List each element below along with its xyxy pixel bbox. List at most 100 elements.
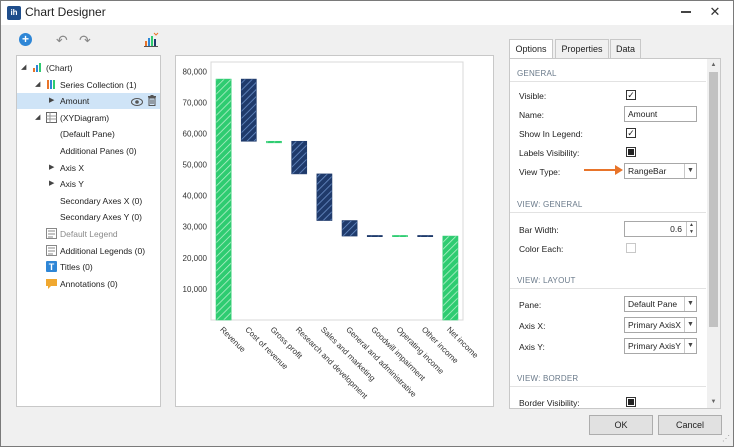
- resize-grip-icon[interactable]: ⋰: [722, 434, 730, 443]
- chevron-down-icon: ▼: [684, 297, 696, 311]
- titles-icon: T: [46, 261, 57, 273]
- tree-item[interactable]: ◢ Series Collection (1): [17, 77, 160, 93]
- chart-wizard-icon[interactable]: [143, 32, 159, 48]
- redo-icon[interactable]: ↷: [79, 32, 91, 48]
- tree-item-label: Secondary Axes Y (0): [60, 212, 142, 223]
- bar-width-label: Bar Width:: [519, 225, 559, 235]
- tree-item-label: Axis Y: [60, 179, 84, 190]
- view-type-value: RangeBar: [628, 166, 667, 176]
- tree-item[interactable]: (Default Pane): [17, 126, 160, 142]
- chart-bar[interactable]: [240, 78, 257, 142]
- show-in-legend-label: Show In Legend:: [519, 129, 583, 139]
- collapse-arrow-icon[interactable]: ◢: [21, 64, 27, 71]
- chart-bar[interactable]: [316, 173, 333, 221]
- tree-item[interactable]: T Titles (0): [17, 259, 160, 275]
- tree-item[interactable]: Additional Panes (0): [17, 143, 160, 159]
- chart-bar[interactable]: [266, 140, 282, 144]
- view-type-select[interactable]: RangeBar ▼: [624, 163, 697, 179]
- border-visibility-label: Border Visibility:: [519, 398, 580, 408]
- chevron-down-icon: ▼: [684, 164, 696, 178]
- tree-item-label: Default Legend: [60, 229, 118, 239]
- vertical-scrollbar[interactable]: ▲ ▼: [707, 59, 720, 408]
- section-divider: [510, 386, 706, 387]
- tab-properties[interactable]: Properties: [555, 39, 609, 58]
- close-button[interactable]: ✕: [709, 4, 721, 19]
- spin-arrows-icon[interactable]: ▲ ▼: [686, 222, 696, 236]
- visible-checkbox[interactable]: ✓: [626, 90, 636, 100]
- chart-bar[interactable]: [366, 235, 383, 237]
- add-element-button[interactable]: +: [19, 33, 32, 46]
- minimize-button[interactable]: [681, 7, 693, 17]
- collapse-arrow-icon[interactable]: ◢: [35, 80, 41, 88]
- chart-bar[interactable]: [442, 235, 459, 321]
- tree-item[interactable]: Annotations (0): [17, 276, 160, 292]
- scrollbar-thumb[interactable]: [709, 72, 718, 327]
- name-label: Name:: [519, 110, 545, 120]
- delete-icon[interactable]: [147, 95, 157, 107]
- tree-item-label: (Chart): [46, 63, 73, 73]
- tree-item[interactable]: ◢ (XYDiagram): [17, 110, 160, 126]
- color-each-checkbox[interactable]: [626, 243, 636, 253]
- axis-x-select[interactable]: Primary AxisX ▼: [624, 317, 697, 333]
- expand-arrow-icon[interactable]: ▶: [49, 97, 55, 105]
- tree-item-label: (XYDiagram): [60, 112, 110, 123]
- border-visibility-checkbox[interactable]: [626, 397, 636, 407]
- chart-bar[interactable]: [392, 235, 408, 237]
- labels-visibility-label: Labels Visibility:: [519, 148, 580, 158]
- tree-item[interactable]: Additional Legends (0): [17, 243, 160, 259]
- legend-icon: [46, 228, 57, 239]
- chart-bar[interactable]: [291, 140, 308, 175]
- tree-item-label: Axis X: [60, 162, 85, 173]
- tree-item[interactable]: ◢ (Chart): [17, 60, 160, 76]
- tab-options[interactable]: Options: [509, 39, 553, 59]
- cancel-button[interactable]: Cancel: [658, 415, 722, 435]
- ok-button[interactable]: OK: [589, 415, 653, 435]
- annotation-icon: [46, 278, 57, 289]
- chart-structure-tree: ◢ (Chart) ◢ Series Collection (1) ▶ Amount ◢ (X…: [16, 55, 161, 407]
- y-tick-label: 40,000: [183, 192, 208, 201]
- visibility-eye-icon[interactable]: [131, 96, 143, 107]
- toolbar: + ↶ ↷: [1, 26, 501, 54]
- tree-item[interactable]: Secondary Axes Y (0): [17, 209, 160, 225]
- chart-bar[interactable]: [215, 78, 232, 321]
- tree-item[interactable]: ▶ Amount: [17, 93, 160, 110]
- scroll-down-icon[interactable]: ▼: [710, 399, 717, 405]
- tree-item-label: Amount: [60, 96, 90, 107]
- tree-item[interactable]: ▶ Axis X: [17, 160, 160, 176]
- tree-item[interactable]: Secondary Axes X (0): [17, 193, 160, 209]
- expand-arrow-icon[interactable]: ▶: [49, 163, 55, 171]
- highlight-arrow-icon: [584, 165, 623, 175]
- section-divider: [510, 288, 706, 289]
- chart-bar[interactable]: [417, 235, 434, 237]
- axis-x-label: Axis X:: [519, 321, 546, 331]
- y-tick-label: 60,000: [183, 129, 208, 138]
- tree-item-label: Titles (0): [60, 262, 93, 273]
- bar-width-spinner[interactable]: 0.6 ▲ ▼: [624, 221, 697, 237]
- name-field[interactable]: Amount: [624, 106, 697, 122]
- undo-icon[interactable]: ↶: [56, 32, 68, 48]
- tree-item-label: (Default Pane): [60, 129, 115, 140]
- y-tick-label: 30,000: [183, 223, 208, 232]
- series-collection-icon: [46, 79, 57, 90]
- labels-visibility-checkbox[interactable]: [626, 147, 636, 157]
- tree-item[interactable]: ▶ Axis Y: [17, 176, 160, 192]
- chart-bar[interactable]: [341, 220, 358, 237]
- axis-y-select[interactable]: Primary AxisY ▼: [624, 338, 697, 354]
- expand-arrow-icon[interactable]: ▶: [49, 180, 55, 188]
- x-tick-label: Revenue: [218, 325, 247, 354]
- tree-item-label: Series Collection (1): [60, 79, 137, 90]
- pane-select[interactable]: Default Pane ▼: [624, 296, 697, 312]
- axis-y-value: Primary AxisY: [628, 341, 681, 351]
- visible-label: Visible:: [519, 91, 547, 101]
- tab-data[interactable]: Data: [610, 39, 641, 58]
- show-in-legend-checkbox[interactable]: ✓: [626, 128, 636, 138]
- pane-value: Default Pane: [628, 299, 678, 309]
- scroll-up-icon[interactable]: ▲: [710, 62, 717, 68]
- collapse-arrow-icon[interactable]: ◢: [35, 113, 41, 121]
- tree-item[interactable]: Default Legend: [17, 226, 160, 242]
- diagram-icon: [46, 111, 57, 123]
- y-tick-label: 20,000: [183, 254, 208, 263]
- tree-item-label: Additional Legends (0): [60, 245, 146, 256]
- tree-item-label: Additional Panes (0): [60, 146, 137, 156]
